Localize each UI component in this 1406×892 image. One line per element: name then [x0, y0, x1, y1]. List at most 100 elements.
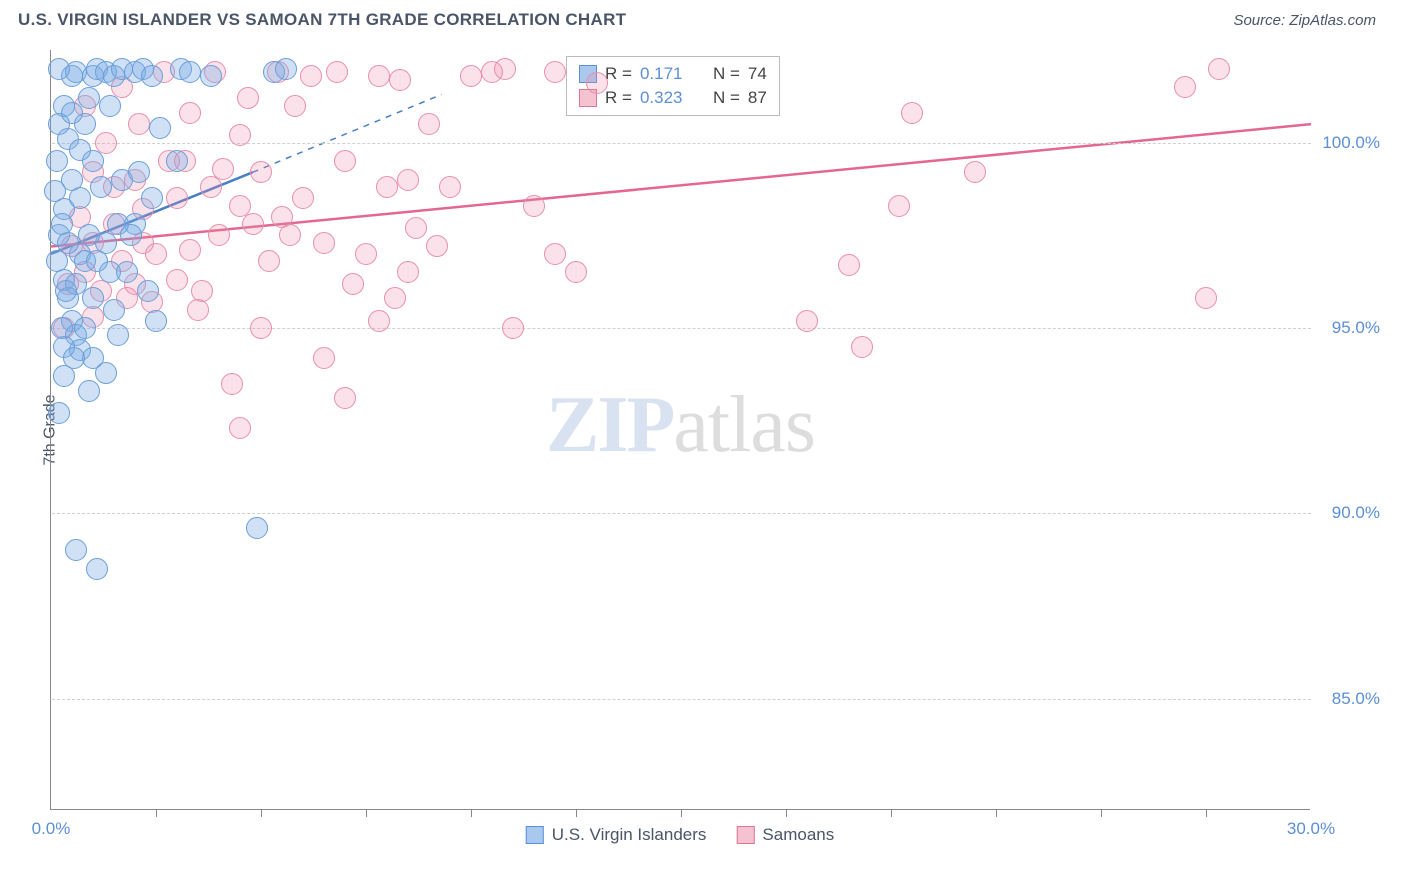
data-point	[334, 387, 356, 409]
data-point	[145, 310, 167, 332]
data-point	[137, 280, 159, 302]
data-point	[69, 187, 91, 209]
data-point	[279, 224, 301, 246]
legend-swatch	[526, 826, 544, 844]
data-point	[229, 124, 251, 146]
data-point	[48, 402, 70, 424]
data-point	[229, 195, 251, 217]
data-point	[78, 380, 100, 402]
x-tick	[681, 809, 682, 817]
data-point	[284, 95, 306, 117]
data-point	[200, 176, 222, 198]
data-point	[1174, 76, 1196, 98]
data-point	[141, 187, 163, 209]
data-point	[86, 558, 108, 580]
data-point	[107, 213, 129, 235]
gridline-h	[52, 699, 1311, 700]
data-point	[418, 113, 440, 135]
y-tick-label: 85.0%	[1332, 689, 1380, 709]
stats-r-label: R =	[605, 88, 632, 108]
data-point	[46, 150, 68, 172]
data-point	[63, 347, 85, 369]
data-point	[179, 239, 201, 261]
data-point	[397, 169, 419, 191]
data-point	[229, 417, 251, 439]
data-point	[368, 310, 390, 332]
x-tick-label: 30.0%	[1287, 819, 1335, 839]
data-point	[149, 117, 171, 139]
data-point	[1208, 58, 1230, 80]
data-point	[191, 280, 213, 302]
data-point	[95, 132, 117, 154]
stats-n-label: N =	[713, 88, 740, 108]
watermark-atlas: atlas	[673, 380, 815, 468]
gridline-h	[52, 328, 1311, 329]
data-point	[544, 243, 566, 265]
x-tick	[576, 809, 577, 817]
data-point	[78, 87, 100, 109]
plot-area: ZIPatlas R =0.171N = 74R =0.323N = 87 85…	[50, 50, 1310, 810]
data-point	[166, 269, 188, 291]
stats-n-value: 87	[748, 88, 767, 108]
data-point	[187, 299, 209, 321]
chart-header: U.S. VIRGIN ISLANDER VS SAMOAN 7TH GRADE…	[0, 0, 1406, 40]
data-point	[313, 347, 335, 369]
gridline-h	[52, 513, 1311, 514]
data-point	[65, 539, 87, 561]
chart-source: Source: ZipAtlas.com	[1233, 12, 1376, 29]
data-point	[796, 310, 818, 332]
x-tick	[891, 809, 892, 817]
data-point	[334, 150, 356, 172]
data-point	[99, 95, 121, 117]
data-point	[544, 61, 566, 83]
data-point	[107, 324, 129, 346]
legend-item: U.S. Virgin Islanders	[526, 825, 707, 845]
data-point	[208, 224, 230, 246]
legend-label: Samoans	[762, 825, 834, 845]
data-point	[368, 65, 390, 87]
data-point	[166, 187, 188, 209]
data-point	[200, 65, 222, 87]
x-tick	[996, 809, 997, 817]
data-point	[69, 139, 91, 161]
x-tick	[1101, 809, 1102, 817]
data-point	[342, 273, 364, 295]
data-point	[313, 232, 335, 254]
data-point	[212, 158, 234, 180]
data-point	[523, 195, 545, 217]
data-point	[78, 224, 100, 246]
x-tick	[261, 809, 262, 817]
data-point	[1195, 287, 1217, 309]
data-point	[237, 87, 259, 109]
data-point	[128, 113, 150, 135]
data-point	[116, 261, 138, 283]
data-point	[355, 243, 377, 265]
data-point	[179, 61, 201, 83]
data-point	[51, 213, 73, 235]
watermark-zip: ZIP	[546, 380, 673, 468]
data-point	[44, 180, 66, 202]
data-point	[292, 187, 314, 209]
data-point	[103, 299, 125, 321]
data-point	[141, 65, 163, 87]
data-point	[86, 250, 108, 272]
data-point	[439, 176, 461, 198]
data-point	[128, 161, 150, 183]
data-point	[851, 336, 873, 358]
data-point	[300, 65, 322, 87]
chart-container: 7th Grade ZIPatlas R =0.171N = 74R =0.32…	[50, 50, 1310, 810]
y-tick-label: 90.0%	[1332, 503, 1380, 523]
data-point	[565, 261, 587, 283]
data-point	[494, 58, 516, 80]
chart-title: U.S. VIRGIN ISLANDER VS SAMOAN 7TH GRADE…	[18, 10, 626, 30]
bottom-legend: U.S. Virgin Islanders Samoans	[526, 825, 834, 845]
data-point	[888, 195, 910, 217]
data-point	[964, 161, 986, 183]
y-tick-label: 100.0%	[1322, 133, 1380, 153]
data-point	[95, 362, 117, 384]
data-point	[405, 217, 427, 239]
stats-r-label: R =	[605, 64, 632, 84]
x-tick	[786, 809, 787, 817]
legend-swatch	[736, 826, 754, 844]
data-point	[82, 287, 104, 309]
